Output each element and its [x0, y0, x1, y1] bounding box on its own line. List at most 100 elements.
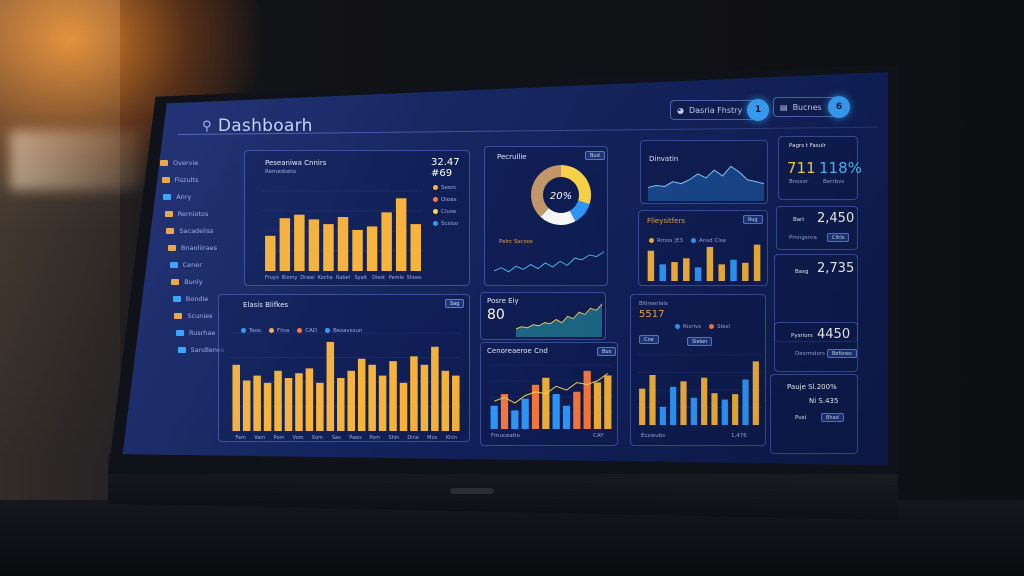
sidebar-item-6[interactable]: Cener	[169, 256, 240, 273]
sales-bar-chart: Fam Vam Pom Vom Xom Sas Paws Pom Shin Dine Mox Khin	[231, 332, 461, 441]
tick-label: Vom	[293, 435, 304, 441]
sidebar-item-4[interactable]: Sacadeliss	[166, 222, 240, 239]
sidebar-item-icon	[160, 159, 168, 166]
projects-bar-chart	[647, 244, 761, 281]
bar	[389, 361, 397, 431]
sidebar-item-label: Anry	[176, 192, 192, 201]
legend-item: Rmos ¦E3	[649, 238, 683, 244]
bar	[511, 410, 519, 429]
balance-chip-a[interactable]: Cne	[639, 335, 659, 344]
kpi-2-chip[interactable]: Clirls	[827, 233, 850, 242]
sidebar-item-icon	[164, 210, 173, 217]
donut-caption: Pelrc Sscoos	[499, 239, 533, 245]
sidebar-item-label: Overvie	[173, 158, 199, 167]
bar	[410, 224, 421, 271]
kpi-panel-4: Pysriors 4450 Desrmdors Befsnes	[774, 322, 858, 372]
sidebar-item-10[interactable]: Rusrhae	[176, 324, 240, 341]
bar	[647, 250, 655, 281]
sidebar-item-1[interactable]: Fiszults	[161, 171, 240, 188]
sidebar-item-5[interactable]: Bnaoliiraes	[168, 239, 240, 256]
tick-label: Rabel	[336, 275, 350, 281]
donut-chart: 20%	[531, 165, 591, 225]
bar	[410, 356, 418, 431]
tick-label: Fam	[235, 435, 245, 441]
legend-item: Oioas	[433, 197, 458, 203]
sidebar-item-label: Rusrhae	[189, 328, 216, 337]
tick-label: Syalt	[355, 275, 368, 281]
trend-title: Dinvatin	[649, 155, 679, 163]
bar	[690, 397, 697, 425]
sidebar-item-11[interactable]: Sandlenes	[177, 341, 240, 358]
balance-chip-b[interactable]: Slelan	[687, 337, 713, 346]
kpi-panel-2: Bari 2,450 Prnngsnra Clirls	[776, 206, 858, 250]
bar	[337, 217, 349, 271]
kpi-5-chip[interactable]: Bhad	[821, 413, 844, 422]
sidebar-item-2[interactable]: Anry	[163, 188, 240, 205]
projects-legend: Rmos ¦E3 Ansd Clse	[649, 227, 734, 246]
bar	[521, 398, 529, 429]
bar	[232, 364, 240, 431]
sidebar-item-icon	[174, 312, 183, 319]
donut-line-chart	[493, 251, 605, 273]
donut-slice	[540, 208, 576, 225]
legend-item: Seorc	[433, 185, 458, 191]
search-icon[interactable]: ⚲	[202, 118, 212, 134]
history-button[interactable]: ◕ Dasria Fhstry 1	[670, 99, 769, 121]
tick-label: Dine	[407, 435, 418, 441]
donut-slice	[531, 165, 561, 217]
sidebar-item-icon	[172, 295, 181, 302]
legend-label: Ftna	[277, 328, 290, 334]
bar	[378, 375, 387, 431]
sales-badge: Sag	[445, 299, 465, 308]
revenue-legend: Seorc Oioas Ciuse Scsiso	[433, 185, 458, 233]
sidebar-item-7[interactable]: Bunly	[171, 273, 240, 290]
legend-swatch	[675, 324, 680, 329]
bar	[742, 379, 749, 425]
kpi-1-label: Pagrs t Fasulr	[789, 143, 826, 149]
legend-swatch	[297, 328, 303, 333]
tick-label: Pamle	[389, 275, 404, 281]
page-title: ⚲ Dashboarh	[202, 116, 313, 136]
sidebar-item-icon	[176, 329, 184, 336]
legend-label: Risrivs	[683, 324, 702, 330]
legend-label: Slesl	[717, 324, 730, 330]
legend-label: Teos	[249, 328, 262, 334]
history-badge: 1	[747, 99, 769, 121]
sidebar-item-icon	[171, 278, 180, 285]
tick-label: Shin	[388, 435, 399, 441]
page-title-text: Dashboarh	[217, 116, 313, 136]
bar	[562, 405, 571, 429]
donut-slice	[561, 165, 591, 205]
sidebar-item-8[interactable]: Bondie	[172, 290, 240, 307]
tick-label: Drawi	[300, 275, 314, 281]
bar	[593, 382, 602, 429]
donut-panel: Pecrullie Bud 20% Pelrc Sscoos	[484, 146, 608, 286]
bar	[753, 244, 761, 281]
bar	[284, 378, 293, 431]
sidebar-item-icon	[166, 227, 175, 234]
kpi-1-sub-b: Berrbvs	[823, 179, 845, 185]
sidebar-item-3[interactable]: Rerniotos	[164, 205, 240, 222]
legend-swatch	[433, 221, 438, 226]
bar	[706, 246, 714, 281]
business-button[interactable]: ▤ Bucnes 6	[773, 96, 850, 118]
sidebar-item-icon	[169, 261, 178, 268]
kpi-4-chip[interactable]: Befsnes	[827, 349, 857, 358]
combo-panel: Cenoreaeroe Cnd Bus Fmuceatio CAY	[480, 342, 618, 446]
bar	[337, 378, 345, 431]
sidebar-item-0[interactable]: Overvie	[160, 154, 240, 171]
kpi-2-label: Bari	[793, 217, 804, 223]
bar	[604, 375, 612, 429]
bar	[542, 377, 550, 429]
bar	[295, 373, 303, 431]
legend-item: CAO	[297, 328, 317, 334]
sidebar-item-9[interactable]: Scunies	[174, 307, 240, 324]
tick-label: Pom	[369, 435, 380, 441]
bar	[399, 382, 408, 431]
combo-footer: Fmuceatio	[491, 433, 520, 439]
tick-label: Paws	[349, 435, 362, 441]
tick-label: Mox	[427, 435, 437, 441]
legend-item: Risrivs	[675, 324, 701, 330]
legend-label: Seorc	[441, 185, 457, 191]
bar	[263, 382, 272, 431]
